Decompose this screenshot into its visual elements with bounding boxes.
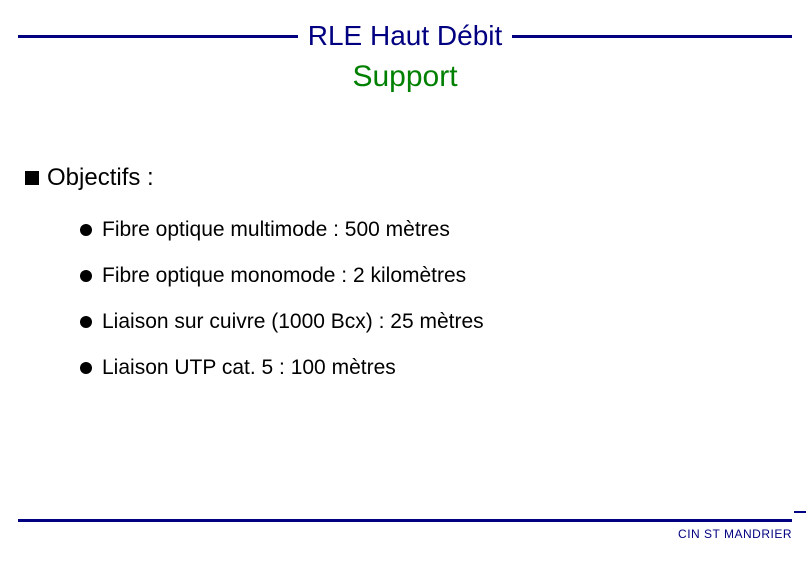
footer-rule (18, 519, 792, 522)
square-bullet-icon (25, 171, 39, 185)
header-rule-right (512, 35, 792, 38)
circle-bullet-icon (80, 362, 92, 374)
content-area: Objectifs : Fibre optique multimode : 50… (0, 94, 810, 380)
circle-bullet-icon (80, 316, 92, 328)
list-item-text: Fibre optique multimode : 500 mètres (102, 218, 450, 242)
list-item: Fibre optique monomode : 2 kilomètres (80, 264, 810, 288)
footer: CIN ST MANDRIER (18, 519, 792, 522)
circle-bullet-icon (80, 270, 92, 282)
header-title: RLE Haut Débit (308, 20, 503, 52)
header-rule-left (18, 35, 298, 38)
footer-label: CIN ST MANDRIER (678, 527, 792, 541)
circle-bullet-icon (80, 224, 92, 236)
page-subtitle: Support (0, 60, 810, 94)
list-item: Liaison UTP cat. 5 : 100 mètres (80, 356, 810, 380)
section-heading: Objectifs : (25, 164, 810, 192)
header-row: RLE Haut Débit (0, 0, 810, 52)
list-item-text: Liaison sur cuivre (1000 Bcx) : 25 mètre… (102, 310, 484, 334)
list-item-text: Liaison UTP cat. 5 : 100 mètres (102, 356, 396, 380)
bullet-list: Fibre optique multimode : 500 mètres Fib… (25, 218, 810, 380)
footer-dash-icon (794, 511, 806, 513)
list-item: Fibre optique multimode : 500 mètres (80, 218, 810, 242)
list-item-text: Fibre optique monomode : 2 kilomètres (102, 264, 466, 288)
list-item: Liaison sur cuivre (1000 Bcx) : 25 mètre… (80, 310, 810, 334)
section-label: Objectifs : (47, 164, 154, 192)
